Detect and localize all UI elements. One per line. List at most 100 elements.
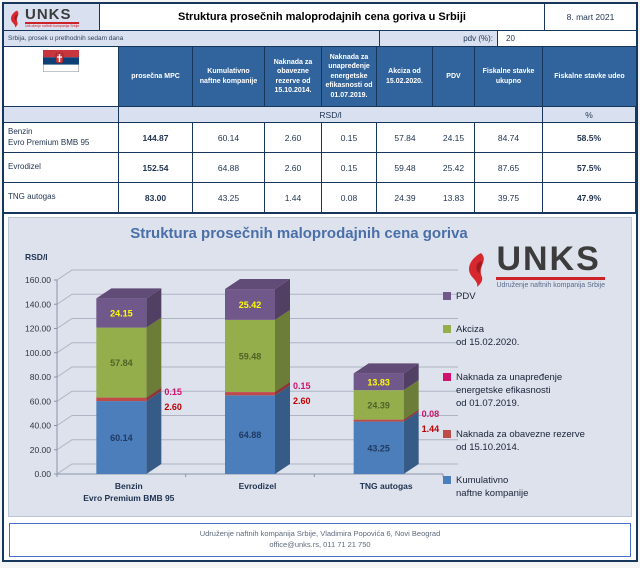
- serbia-flag-icon: [43, 50, 79, 72]
- row-label: Evrodizel: [4, 153, 119, 183]
- value-cell: 60.14: [193, 123, 265, 153]
- svg-text:60.00: 60.00: [30, 396, 52, 406]
- svg-text:Benzin: Benzin: [115, 481, 143, 491]
- svg-text:Evro Premium BMB 95: Evro Premium BMB 95: [83, 493, 174, 503]
- svg-text:24.39: 24.39: [367, 400, 390, 410]
- column-header: Naknada za obavezne rezerve od 15.10.201…: [265, 47, 322, 107]
- svg-text:Struktura prosečnih maloprodaj: Struktura prosečnih maloprodajnih cena g…: [130, 225, 468, 242]
- svg-text:64.88: 64.88: [239, 430, 262, 440]
- footer-contact: office@unks.rs, 011 71 21 750: [269, 540, 371, 550]
- chart-legend: PDV Akciza od 15.02.2020. Naknada za unapr…: [443, 290, 621, 500]
- svg-text:140.00: 140.00: [25, 299, 51, 309]
- value-cell: 59.48: [377, 153, 433, 183]
- legend-item: Kumulativno naftne kompanije: [443, 474, 621, 500]
- value-cell: 0.15: [322, 123, 377, 153]
- unks-logo-small: UNKS Udruženje naftnih kompanija Srbije: [10, 7, 80, 28]
- svg-text:1.44: 1.44: [422, 424, 440, 434]
- stacked-bar-chart: Struktura prosečnih maloprodajnih cena g…: [25, 225, 468, 503]
- flame-icon: [469, 252, 485, 287]
- report-date: 8. mart 2021: [544, 4, 636, 30]
- legend-item: Naknada za unapređenje energetske efikas…: [443, 371, 621, 410]
- page-title: Struktura prosečnih maloprodajnih cena g…: [178, 11, 466, 23]
- logo-brand: UNKS: [25, 7, 80, 24]
- pdv-rate-value: 20: [497, 31, 636, 46]
- svg-text:0.15: 0.15: [164, 387, 182, 397]
- column-header: Naknada za unapređenje energetske efikas…: [322, 47, 377, 107]
- svg-text:RSD/l: RSD/l: [25, 252, 48, 262]
- svg-text:40.00: 40.00: [30, 421, 52, 431]
- value-cell: 64.88: [193, 153, 265, 183]
- legend-label: Kumulativno naftne kompanije: [456, 475, 529, 499]
- footer-address: Udruženje naftnih kompanija Srbije, Vlad…: [199, 529, 441, 538]
- value-cell: 39.75: [475, 183, 543, 213]
- legend-swatch-icon: [443, 292, 451, 300]
- svg-text:80.00: 80.00: [30, 372, 52, 382]
- row-label: TNG autogas: [4, 183, 119, 213]
- svg-text:Evrodizel: Evrodizel: [239, 481, 277, 491]
- legend-item: Akciza od 15.02.2020.: [443, 323, 621, 349]
- svg-text:100.00: 100.00: [25, 348, 51, 358]
- sub-header: Srbija, prosek u prethodnih sedam dana p…: [4, 31, 636, 47]
- unit-rsd: RSD/l: [119, 107, 543, 123]
- value-cell: 2.60: [265, 153, 322, 183]
- svg-text:57.84: 57.84: [110, 358, 133, 368]
- unit-spacer: [4, 107, 119, 123]
- svg-text:13.83: 13.83: [367, 377, 390, 387]
- logo-brand: UNKS: [496, 242, 605, 280]
- report-footer: Udruženje naftnih kompanija Srbije, Vlad…: [9, 523, 631, 557]
- report-subtitle: Srbija, prosek u prethodnih sedam dana: [8, 35, 124, 42]
- svg-text:25.42: 25.42: [239, 300, 262, 310]
- legend-swatch-icon: [443, 325, 451, 333]
- svg-text:120.00: 120.00: [25, 324, 51, 334]
- legend-label: Akciza od 15.02.2020.: [456, 324, 520, 348]
- value-cell: 1.44: [265, 183, 322, 213]
- column-header: Kumulativno naftne kompanije: [193, 47, 265, 107]
- svg-text:59.48: 59.48: [239, 351, 262, 361]
- svg-text:0.00: 0.00: [34, 469, 51, 479]
- logo-tagline: Udruženje naftnih kompanija Srbije: [496, 281, 605, 289]
- unks-logo-large: UNKS Udruženje naftnih kompanija Srbije: [467, 242, 605, 289]
- logo-tagline: Udruženje naftnih kompanija Srbije: [25, 23, 80, 28]
- svg-text:60.14: 60.14: [110, 433, 133, 443]
- row-label: Benzin Evro Premium BMB 95: [4, 123, 119, 153]
- svg-text:2.60: 2.60: [293, 396, 311, 406]
- pdv-rate-label: pdv (%):: [379, 31, 497, 46]
- column-header: Fiskalne stavke udeo: [543, 47, 636, 107]
- serbia-flag-cell: [4, 47, 119, 107]
- value-cell: 25.42: [433, 153, 475, 183]
- svg-text:24.15: 24.15: [110, 308, 133, 318]
- svg-text:20.00: 20.00: [30, 445, 52, 455]
- value-cell: 47.9%: [543, 183, 636, 213]
- value-cell: 2.60: [265, 123, 322, 153]
- report-header: UNKS Udruženje naftnih kompanija Srbije …: [4, 4, 636, 31]
- column-header: prosečna MPC: [119, 47, 193, 107]
- legend-label: Naknada za obavezne rezerve od 15.10.201…: [456, 429, 585, 453]
- value-cell: 24.15: [433, 123, 475, 153]
- value-cell: 13.83: [433, 183, 475, 213]
- svg-text:2.60: 2.60: [164, 402, 182, 412]
- header-logo-cell: UNKS Udruženje naftnih kompanija Srbije: [4, 4, 100, 30]
- column-header: PDV: [433, 47, 475, 107]
- value-cell: 87.65: [475, 153, 543, 183]
- legend-swatch-icon: [443, 430, 451, 438]
- value-cell: 0.15: [322, 153, 377, 183]
- legend-swatch-icon: [443, 373, 451, 381]
- legend-swatch-icon: [443, 476, 451, 484]
- svg-text:TNG autogas: TNG autogas: [360, 481, 413, 491]
- value-cell: 57.84: [377, 123, 433, 153]
- price-structure-chart: Struktura prosečnih maloprodajnih cena g…: [8, 217, 632, 517]
- legend-label: Naknada za unapređenje energetske efikas…: [456, 372, 563, 409]
- value-cell: 144.87: [119, 123, 193, 153]
- svg-text:0.15: 0.15: [293, 381, 311, 391]
- value-cell: 57.5%: [543, 153, 636, 183]
- value-cell: 43.25: [193, 183, 265, 213]
- column-header: Akciza od 15.02.2020.: [377, 47, 433, 107]
- svg-text:160.00: 160.00: [25, 275, 51, 285]
- flame-icon: [11, 10, 19, 27]
- value-cell: 152.54: [119, 153, 193, 183]
- fuel-price-table: prosečna MPC Kumulativno naftne kompanije…: [4, 47, 636, 214]
- svg-text:43.25: 43.25: [367, 443, 390, 453]
- legend-item: Naknada za obavezne rezerve od 15.10.201…: [443, 428, 621, 454]
- column-header: Fiskalne stavke ukupno: [475, 47, 543, 107]
- value-cell: 24.39: [377, 183, 433, 213]
